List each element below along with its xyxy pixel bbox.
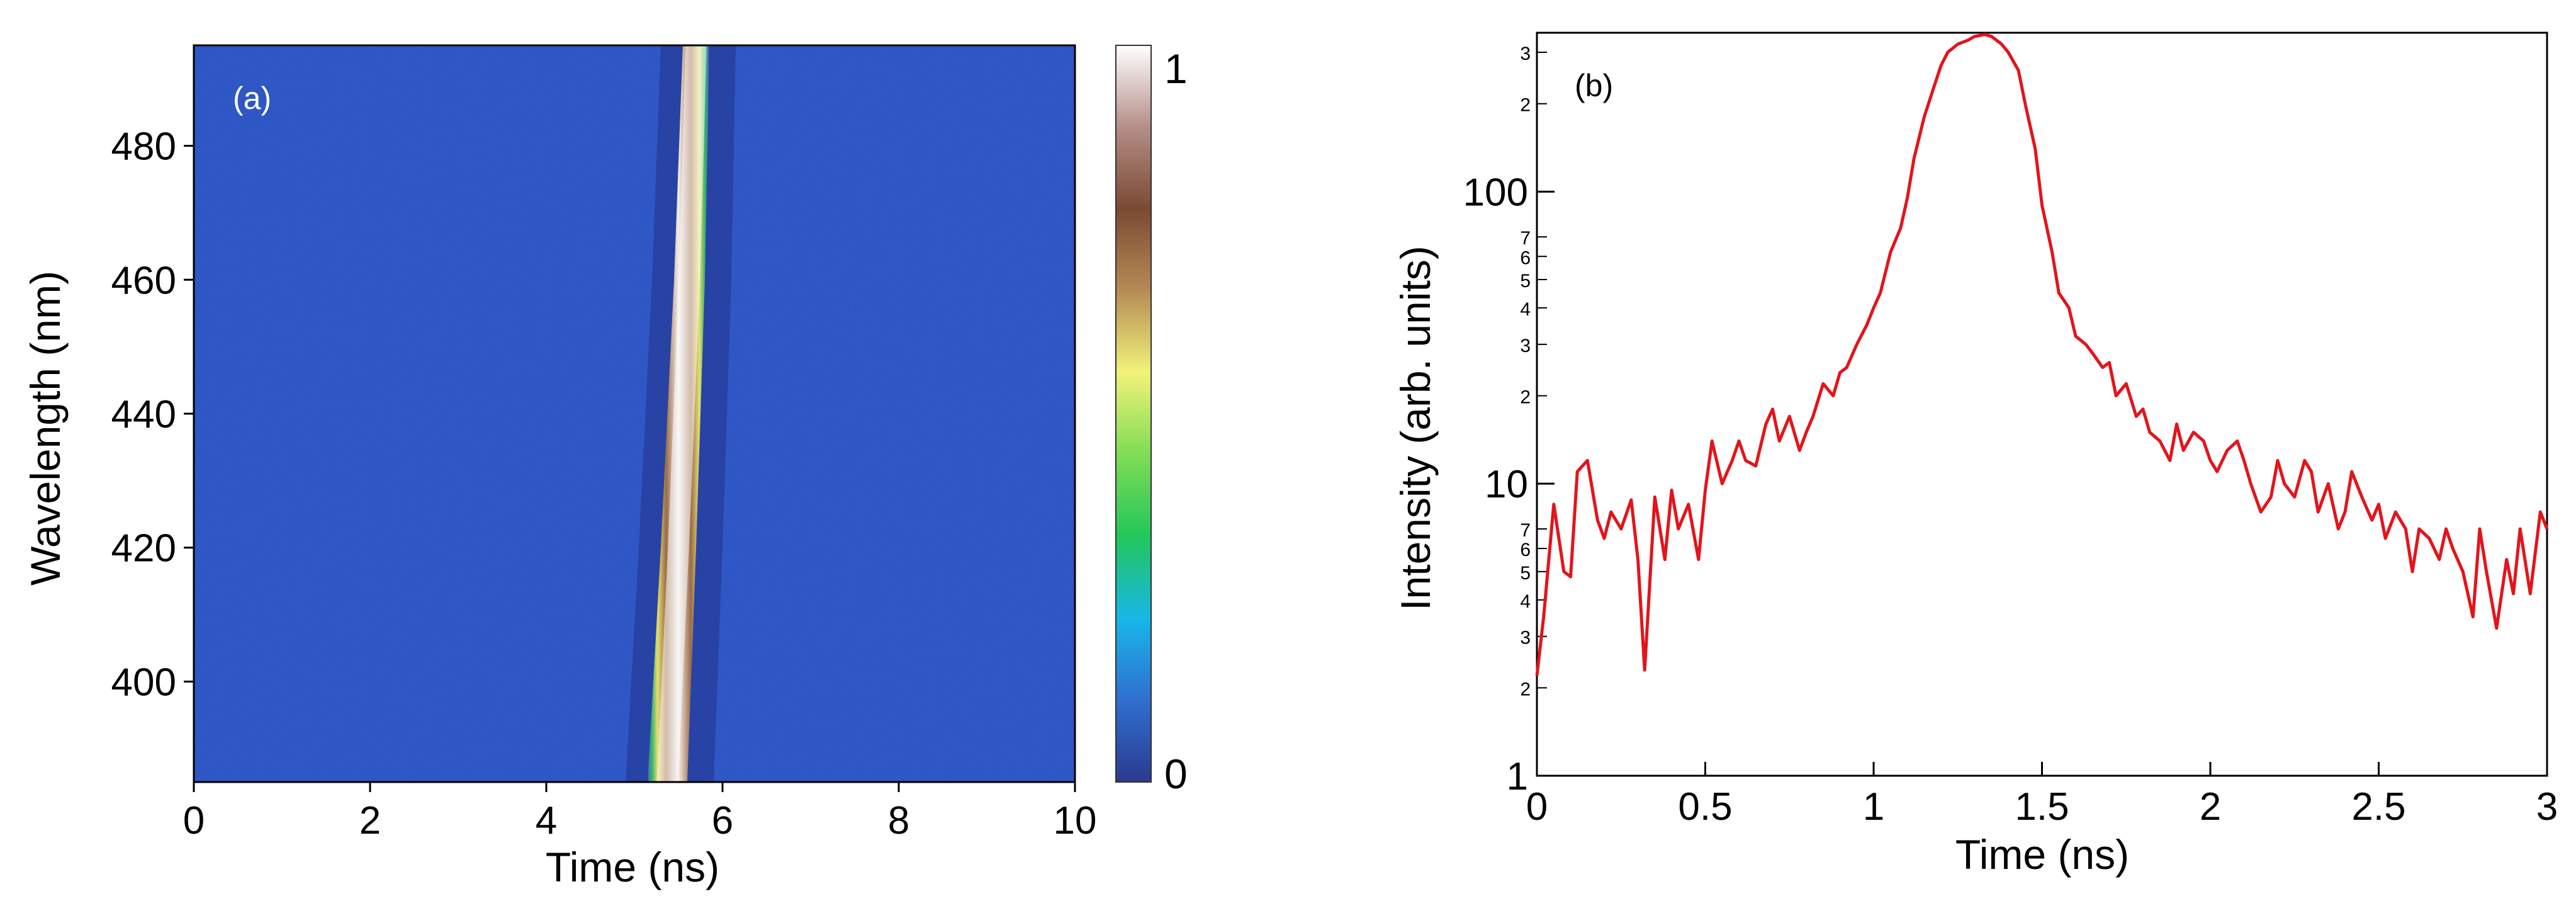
decay-x-tick-label: 1 [1863, 785, 1884, 829]
colorbar: 1 0 [1115, 45, 1188, 797]
decay-x-tick-label: 0 [1526, 785, 1548, 829]
colorbar-min-label: 0 [1164, 751, 1188, 797]
heatmap-x-tick-label: 0 [183, 799, 205, 842]
heatmap-x-axis: 0 2 4 6 8 10 [183, 782, 1097, 842]
decay-y-minor-tick-label: 2 [1520, 387, 1531, 408]
heatmap-x-tick-label: 2 [359, 799, 381, 842]
heatmap-y-axis-title: Wavelength (nm) [22, 271, 69, 586]
decay-y-minor-tick-label: 6 [1520, 540, 1531, 560]
decay-y-minor-tick-label: 2 [1520, 95, 1531, 116]
decay-y-minor-tick-label: 4 [1520, 299, 1531, 320]
decay-y-minor-tick-label: 3 [1520, 628, 1531, 649]
decay-y-major-tick-label: 10 [1485, 463, 1528, 506]
decay-x-tick-label: 2.5 [2351, 785, 2405, 829]
decay-y-minor-tick-label: 3 [1520, 43, 1531, 64]
heatmap-y-tick-label: 460 [111, 259, 176, 302]
decay-y-minor-tick-label: 7 [1520, 520, 1531, 541]
decay-y-minor-tick-label: 2 [1520, 679, 1531, 700]
decay-x-axis-title: Time (ns) [1955, 831, 2129, 878]
heatmap-x-tick-label: 4 [536, 799, 557, 842]
decay-y-minor-tick-label: 7 [1520, 228, 1531, 249]
decay-y-minor-tick-label: 4 [1520, 591, 1531, 612]
heatmap-x-axis-title: Time (ns) [546, 844, 719, 890]
decay-series-line [1535, 33, 2549, 676]
heatmap-x-tick-label: 10 [1054, 799, 1097, 842]
decay-x-tick-label: 3 [2536, 785, 2558, 829]
heatmap-y-tick-label: 420 [111, 527, 176, 570]
heatmap-x-tick-label: 6 [712, 799, 733, 842]
heatmap-x-tick-label: 8 [888, 799, 909, 842]
heatmap-band-core [656, 45, 707, 782]
decay-y-major-tick-label: 100 [1463, 171, 1528, 214]
heatmap-y-tick-label: 400 [111, 661, 176, 704]
decay-plot-frame [1536, 31, 2548, 777]
decay-y-minor-tick-label: 3 [1520, 336, 1531, 356]
heatmap-y-tick-label: 440 [111, 393, 176, 436]
decay-x-tick-label: 0.5 [1678, 785, 1732, 829]
decay-y-minor-tick-label: 5 [1520, 563, 1531, 584]
heatmap-y-axis: 400 420 440 460 480 [111, 125, 194, 704]
decay-y-major-tick-label: 1 [1507, 755, 1528, 798]
decay-y-minor-tick-label: 6 [1520, 247, 1531, 268]
colorbar-max-label: 1 [1164, 45, 1188, 92]
decay-panel-label: (b) [1575, 68, 1613, 103]
decay-x-axis: 0 0.5 1 1.5 2 2.5 3 [1526, 762, 2558, 829]
heatmap-y-tick-label: 480 [111, 125, 176, 169]
decay-x-tick-label: 1.5 [2015, 785, 2069, 829]
decay-x-tick-label: 2 [2200, 785, 2221, 829]
heatmap-panel-label: (a) [233, 81, 271, 116]
decay-y-axis-title: Intensity (arb. units) [1392, 246, 1439, 611]
colorbar-scale [1115, 45, 1152, 783]
decay-y-minor-tick-label: 5 [1520, 271, 1531, 292]
